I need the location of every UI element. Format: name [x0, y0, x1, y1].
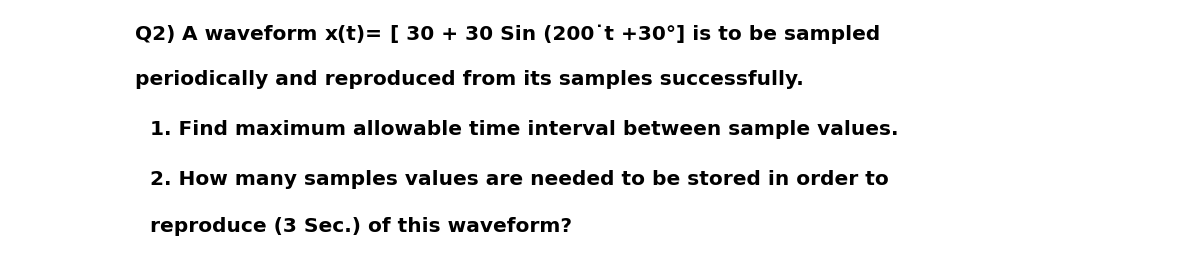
Text: x(t)=: x(t)=: [324, 25, 383, 44]
Text: reproduce (3 Sec.) of this waveform?: reproduce (3 Sec.) of this waveform?: [150, 216, 571, 235]
Text: 1. Find maximum allowable time interval between sample values.: 1. Find maximum allowable time interval …: [150, 120, 898, 138]
Text: A waveform: A waveform: [176, 25, 324, 44]
Text: [ 30 + 30 Sin (200˙t +30°] is to be sampled: [ 30 + 30 Sin (200˙t +30°] is to be samp…: [383, 25, 880, 44]
Text: periodically and reproduced from its samples successfully.: periodically and reproduced from its sam…: [135, 70, 804, 89]
Text: Q2): Q2): [135, 25, 176, 44]
Text: 2. How many samples values are needed to be stored in order to: 2. How many samples values are needed to…: [150, 169, 889, 188]
